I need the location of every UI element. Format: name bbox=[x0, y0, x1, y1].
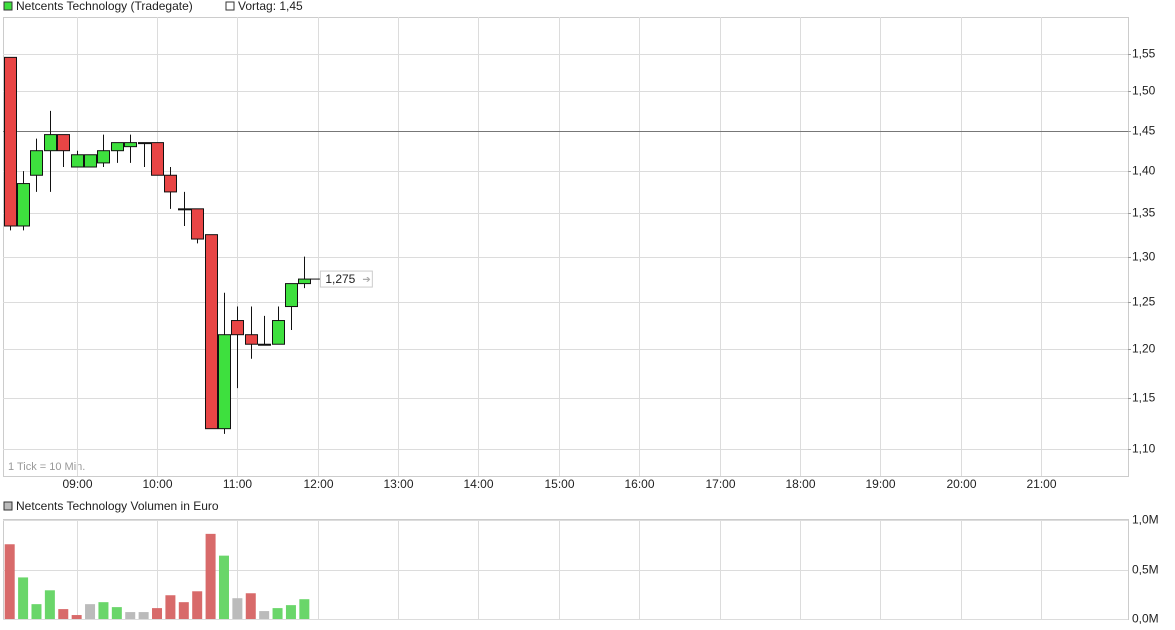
volume-bar bbox=[111, 607, 122, 619]
volume-bar bbox=[165, 595, 176, 619]
x-tick-label: 18:00 bbox=[785, 477, 815, 491]
volume-bar bbox=[44, 590, 55, 619]
candle-body bbox=[231, 320, 244, 336]
y-tick-label: 1,15 bbox=[1132, 391, 1156, 405]
candle-body bbox=[151, 142, 164, 176]
candle-body bbox=[218, 334, 231, 430]
volume-bar bbox=[85, 604, 96, 619]
x-tick-label: 20:00 bbox=[946, 477, 976, 491]
x-tick-label: 17:00 bbox=[705, 477, 735, 491]
last-price-arrow: ➔ bbox=[362, 275, 370, 286]
y-tick-label: 0,0M bbox=[1132, 612, 1159, 626]
x-tick-label: 11:00 bbox=[223, 477, 252, 491]
note: 1 Tick = 10 Min. bbox=[8, 461, 85, 473]
volume-bar bbox=[259, 611, 270, 619]
last-price-box bbox=[319, 270, 373, 288]
volume-bar bbox=[125, 612, 136, 619]
last-price-label: 1,275 bbox=[325, 272, 355, 286]
candle-body bbox=[84, 154, 97, 168]
candle-body bbox=[17, 183, 30, 227]
x-tick-label: 14:00 bbox=[463, 477, 493, 491]
x-tick-label: 15:00 bbox=[544, 477, 574, 491]
y-tick-label: 1,25 bbox=[1132, 295, 1156, 309]
candle-body bbox=[138, 142, 151, 145]
legend-swatch bbox=[3, 1, 13, 11]
candle-body bbox=[205, 234, 218, 430]
candle-body bbox=[191, 208, 204, 240]
candle-body bbox=[258, 343, 271, 346]
candle-body bbox=[164, 174, 177, 193]
volume-bar bbox=[178, 602, 189, 619]
candle-body bbox=[124, 142, 137, 148]
y-tick-label: 0,5M bbox=[1132, 563, 1159, 577]
y-tick-label: 1,40 bbox=[1132, 164, 1156, 178]
y-tick-label: 1,35 bbox=[1132, 206, 1156, 220]
candle-body bbox=[285, 283, 298, 308]
volume-bar bbox=[71, 615, 82, 619]
y-tick-label: 1,45 bbox=[1132, 124, 1156, 138]
x-tick-label: 16:00 bbox=[624, 477, 654, 491]
legend-swatch bbox=[225, 1, 235, 11]
y-tick-label: 1,50 bbox=[1132, 84, 1156, 98]
volume-bar bbox=[138, 612, 149, 619]
candle-body bbox=[30, 150, 43, 176]
volume-bar bbox=[58, 609, 69, 619]
price-panel bbox=[3, 17, 1129, 477]
candle-body bbox=[298, 278, 311, 285]
candle-body bbox=[57, 134, 70, 152]
volume-bar bbox=[272, 608, 283, 619]
volume-bar bbox=[232, 598, 243, 619]
volume-bar bbox=[192, 591, 203, 619]
y-tick-label: 1,0M bbox=[1132, 513, 1159, 527]
candle-body bbox=[272, 320, 285, 345]
y-tick-label: 1,30 bbox=[1132, 250, 1156, 264]
candle-body bbox=[71, 154, 84, 168]
volume-title: Netcents Technology Volumen in Euro bbox=[16, 499, 219, 513]
volume-bar bbox=[285, 605, 296, 619]
candle-body bbox=[97, 150, 110, 164]
y-tick-label: 1,20 bbox=[1132, 342, 1156, 356]
legend-swatch bbox=[3, 501, 13, 511]
y-tick-label: 1,10 bbox=[1132, 442, 1156, 456]
candle-body bbox=[4, 56, 17, 227]
reference-legend: Vortag: 1,45 bbox=[238, 0, 303, 13]
volume-bar bbox=[4, 544, 15, 619]
candle-body bbox=[44, 134, 57, 152]
volume-bar bbox=[152, 608, 163, 619]
y-tick-label: 1,55 bbox=[1132, 47, 1156, 61]
chart-title: Netcents Technology (Tradegate) bbox=[16, 0, 193, 13]
candle-body bbox=[111, 142, 124, 152]
x-tick-label: 10:00 bbox=[142, 477, 172, 491]
volume-bar bbox=[18, 577, 29, 619]
x-tick-label: 09:00 bbox=[62, 477, 92, 491]
volume-bar bbox=[98, 602, 109, 619]
volume-bar bbox=[245, 593, 256, 619]
x-tick-label: 12:00 bbox=[303, 477, 333, 491]
candle-body bbox=[245, 334, 258, 345]
candle-body bbox=[178, 208, 191, 211]
volume-bar bbox=[218, 555, 229, 619]
x-tick-label: 19:00 bbox=[865, 477, 895, 491]
volume-bar bbox=[299, 599, 310, 619]
volume-bar bbox=[31, 604, 42, 619]
x-tick-label: 13:00 bbox=[383, 477, 413, 491]
x-tick-label: 21:00 bbox=[1026, 477, 1056, 491]
volume-bar bbox=[205, 533, 216, 619]
